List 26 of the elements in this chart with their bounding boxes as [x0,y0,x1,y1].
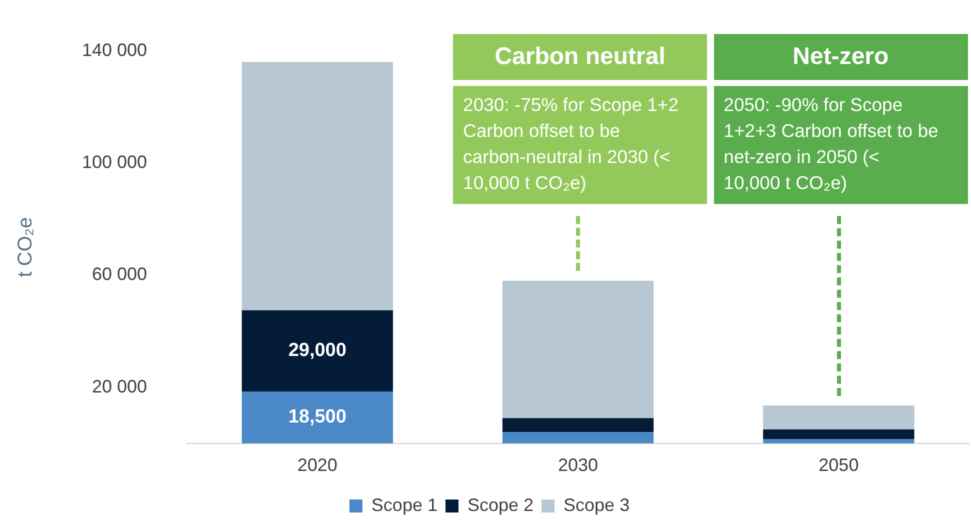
bar [763,439,914,444]
x-tick-label: 2030 [558,455,598,476]
x-tick-label: 2050 [818,455,859,476]
annotation: 2050: -90% for Scope 1+2+3 Carbon offset to be net-zero in 2050 (< 10,000 t CO₂e) [714,86,968,204]
bar [502,432,654,444]
x-tick-label: 2020 [297,455,338,476]
data-label: 29,000 [288,340,346,362]
annotation: 2030: -75% for Scope 1+2 Carbon offset to be carbon-neutral in 2030 (< 10,000 t CO₂e) [453,86,708,204]
y-tick-label: 140 000 [82,40,148,60]
bar [763,429,914,440]
bar [242,392,393,444]
data-label: 18,500 [288,406,346,428]
y-tick-label: 100 000 [82,152,148,172]
bar [502,280,654,418]
bar [502,418,654,432]
annotation: Net-zero [714,34,968,80]
annotation: Carbon neutral [453,34,708,80]
legend-label: Scope 1 [371,494,438,515]
bar [763,406,914,430]
y-tick-label: 60 000 [92,264,148,284]
legend-label: Scope 3 [564,494,630,515]
y-axis-title: t CO₂e [14,217,37,278]
legend-label: Scope 2 [467,494,534,515]
bar [242,62,393,310]
bar [242,310,393,392]
y-tick-label: 20 000 [92,376,148,396]
